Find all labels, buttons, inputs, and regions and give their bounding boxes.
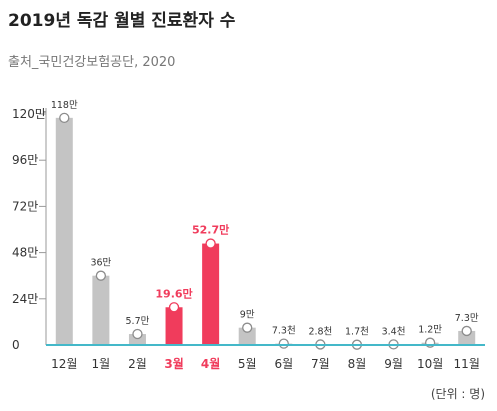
y-tick-label: 72만 xyxy=(12,199,38,213)
bar xyxy=(55,117,73,345)
bar xyxy=(165,307,183,345)
data-label: 19.6만 xyxy=(155,286,192,300)
data-point xyxy=(461,325,472,337)
data-label: 9만 xyxy=(240,310,255,321)
x-tick-label: 10월 xyxy=(417,357,443,371)
y-tick-label: 24만 xyxy=(12,292,38,306)
x-tick-label: 9월 xyxy=(384,357,403,371)
data-label: 1.7천 xyxy=(345,327,369,338)
data-label: 7.3만 xyxy=(455,313,479,324)
x-tick-label: 5월 xyxy=(238,357,257,371)
data-point xyxy=(242,322,253,333)
x-tick-label: 8월 xyxy=(348,357,367,371)
x-tick-label: 3월 xyxy=(164,356,183,371)
data-point xyxy=(205,238,216,249)
data-label: 7.3천 xyxy=(272,326,296,337)
y-tick-label: 96만 xyxy=(12,153,38,167)
x-tick-label: 1월 xyxy=(92,357,111,371)
x-tick-label: 4월 xyxy=(201,356,220,371)
x-tick-label: 11월 xyxy=(454,357,480,371)
data-point xyxy=(278,338,289,349)
data-point xyxy=(59,112,70,123)
bar xyxy=(202,243,220,345)
chart-title: 2019년 독감 월별 진료환자 수 xyxy=(8,11,236,31)
x-tick-label: 6월 xyxy=(274,357,293,371)
data-label: 1.2만 xyxy=(418,325,442,336)
data-label: 118만 xyxy=(51,100,78,111)
bar xyxy=(92,275,110,345)
data-label: 52.7만 xyxy=(192,223,229,237)
data-label: 36만 xyxy=(90,258,111,269)
data-label: 5.7만 xyxy=(126,316,150,327)
bar xyxy=(458,330,476,345)
data-point xyxy=(95,270,107,281)
y-tick-label: 48만 xyxy=(12,246,38,260)
y-tick-label: 120만 xyxy=(12,107,46,121)
x-tick-label: 7월 xyxy=(311,357,330,371)
data-label: 3.4천 xyxy=(382,326,406,337)
data-point xyxy=(132,328,143,340)
y-tick-label: 0 xyxy=(12,338,20,352)
unit-label: (단위 : 명) xyxy=(430,387,485,401)
chart-source: 출처_국민건강보험공단, 2020 xyxy=(8,55,176,70)
x-tick-label: 12월 xyxy=(51,357,77,371)
data-label: 2.8천 xyxy=(308,326,332,337)
bar xyxy=(238,327,256,345)
x-tick-label: 2월 xyxy=(128,357,147,371)
bar xyxy=(128,334,146,345)
data-point xyxy=(168,302,180,313)
